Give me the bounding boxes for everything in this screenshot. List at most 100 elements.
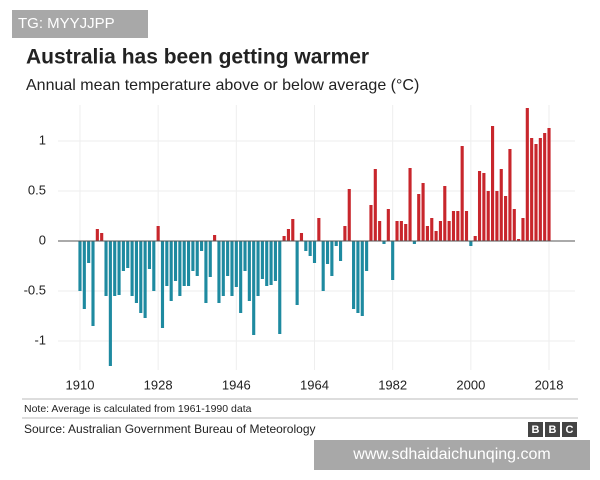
bar	[434, 231, 438, 241]
note: Note: Average is calculated from 1961-19…	[24, 403, 252, 415]
bar	[438, 221, 443, 241]
logo-letter: B	[549, 424, 557, 436]
bar	[443, 186, 447, 241]
bar	[312, 241, 317, 263]
bar	[173, 241, 178, 281]
y-tick-label: -1	[34, 332, 46, 347]
bar	[317, 218, 321, 241]
bar	[200, 241, 204, 251]
bar	[525, 108, 529, 241]
bar	[260, 241, 264, 279]
bar	[239, 241, 243, 313]
bar	[304, 241, 308, 251]
watermark: www.sdhaidaichunqing.com	[352, 446, 550, 463]
bar	[269, 241, 273, 285]
bar	[547, 128, 551, 241]
logo-letter: B	[532, 424, 540, 436]
bar	[447, 221, 451, 241]
bar	[399, 221, 403, 241]
bar	[113, 241, 117, 296]
y-tick-label: 0.5	[28, 182, 46, 197]
x-tick-label: 2000	[456, 377, 485, 392]
x-tick-label: 1928	[144, 377, 173, 392]
bar	[469, 241, 473, 246]
bar	[256, 241, 260, 296]
x-tick-label: 1982	[378, 377, 407, 392]
bar	[95, 229, 99, 241]
bar	[343, 226, 347, 241]
bar	[421, 183, 425, 241]
y-tick-label: -0.5	[24, 282, 46, 297]
bar	[373, 169, 377, 241]
bar	[508, 149, 512, 241]
bar	[499, 169, 503, 241]
bar	[378, 221, 382, 241]
bar	[178, 241, 182, 296]
bar	[534, 144, 538, 241]
bar	[352, 241, 356, 309]
bar	[273, 241, 277, 281]
logo-block	[528, 422, 543, 437]
bar	[417, 194, 421, 241]
chart-subtitle: Annual mean temperature above or below a…	[26, 77, 419, 94]
bar	[504, 196, 508, 241]
tag-box	[12, 10, 148, 38]
bar	[460, 146, 464, 241]
bar	[247, 241, 251, 301]
bar	[395, 221, 399, 241]
bar	[538, 138, 542, 241]
x-tick-label: 1964	[300, 377, 329, 392]
bar	[282, 236, 286, 241]
bar	[130, 241, 134, 296]
bar	[360, 241, 364, 316]
y-tick-label: 1	[39, 132, 46, 147]
bar	[217, 241, 221, 303]
bar	[356, 241, 360, 313]
bar	[404, 224, 408, 241]
bar	[165, 241, 169, 286]
bar	[152, 241, 156, 291]
tag: TG: MYYJJPP	[18, 15, 115, 32]
bar	[191, 241, 195, 271]
bar	[325, 241, 330, 264]
bar	[213, 235, 217, 241]
bar	[369, 205, 373, 241]
bar	[543, 133, 547, 241]
bar	[87, 241, 91, 263]
bar	[291, 219, 295, 241]
bar	[147, 241, 152, 269]
bar	[226, 241, 230, 276]
source: Source: Australian Government Bureau of …	[24, 422, 316, 436]
bar	[408, 168, 412, 241]
bar	[82, 241, 86, 309]
bar	[412, 241, 416, 244]
x-tick-label: 1946	[222, 377, 251, 392]
y-tick-label: 0	[39, 232, 46, 247]
bar	[517, 239, 521, 241]
bar	[278, 241, 282, 334]
bar	[208, 241, 212, 277]
bar	[117, 241, 121, 295]
bar	[486, 191, 490, 241]
bar	[530, 138, 534, 241]
logo-letter: C	[566, 424, 574, 436]
bar	[265, 241, 269, 286]
bar	[104, 241, 108, 296]
bar	[143, 241, 147, 318]
bar	[139, 241, 143, 313]
bar	[512, 209, 516, 241]
bar	[286, 229, 291, 241]
bar	[456, 211, 460, 241]
bar	[477, 171, 482, 241]
bar	[334, 241, 338, 246]
bar	[491, 126, 495, 241]
bar	[234, 241, 238, 287]
bar	[160, 241, 165, 328]
bar	[134, 241, 138, 303]
bar	[295, 241, 299, 305]
bar	[204, 241, 208, 303]
bar	[365, 241, 369, 271]
bar	[464, 211, 469, 241]
